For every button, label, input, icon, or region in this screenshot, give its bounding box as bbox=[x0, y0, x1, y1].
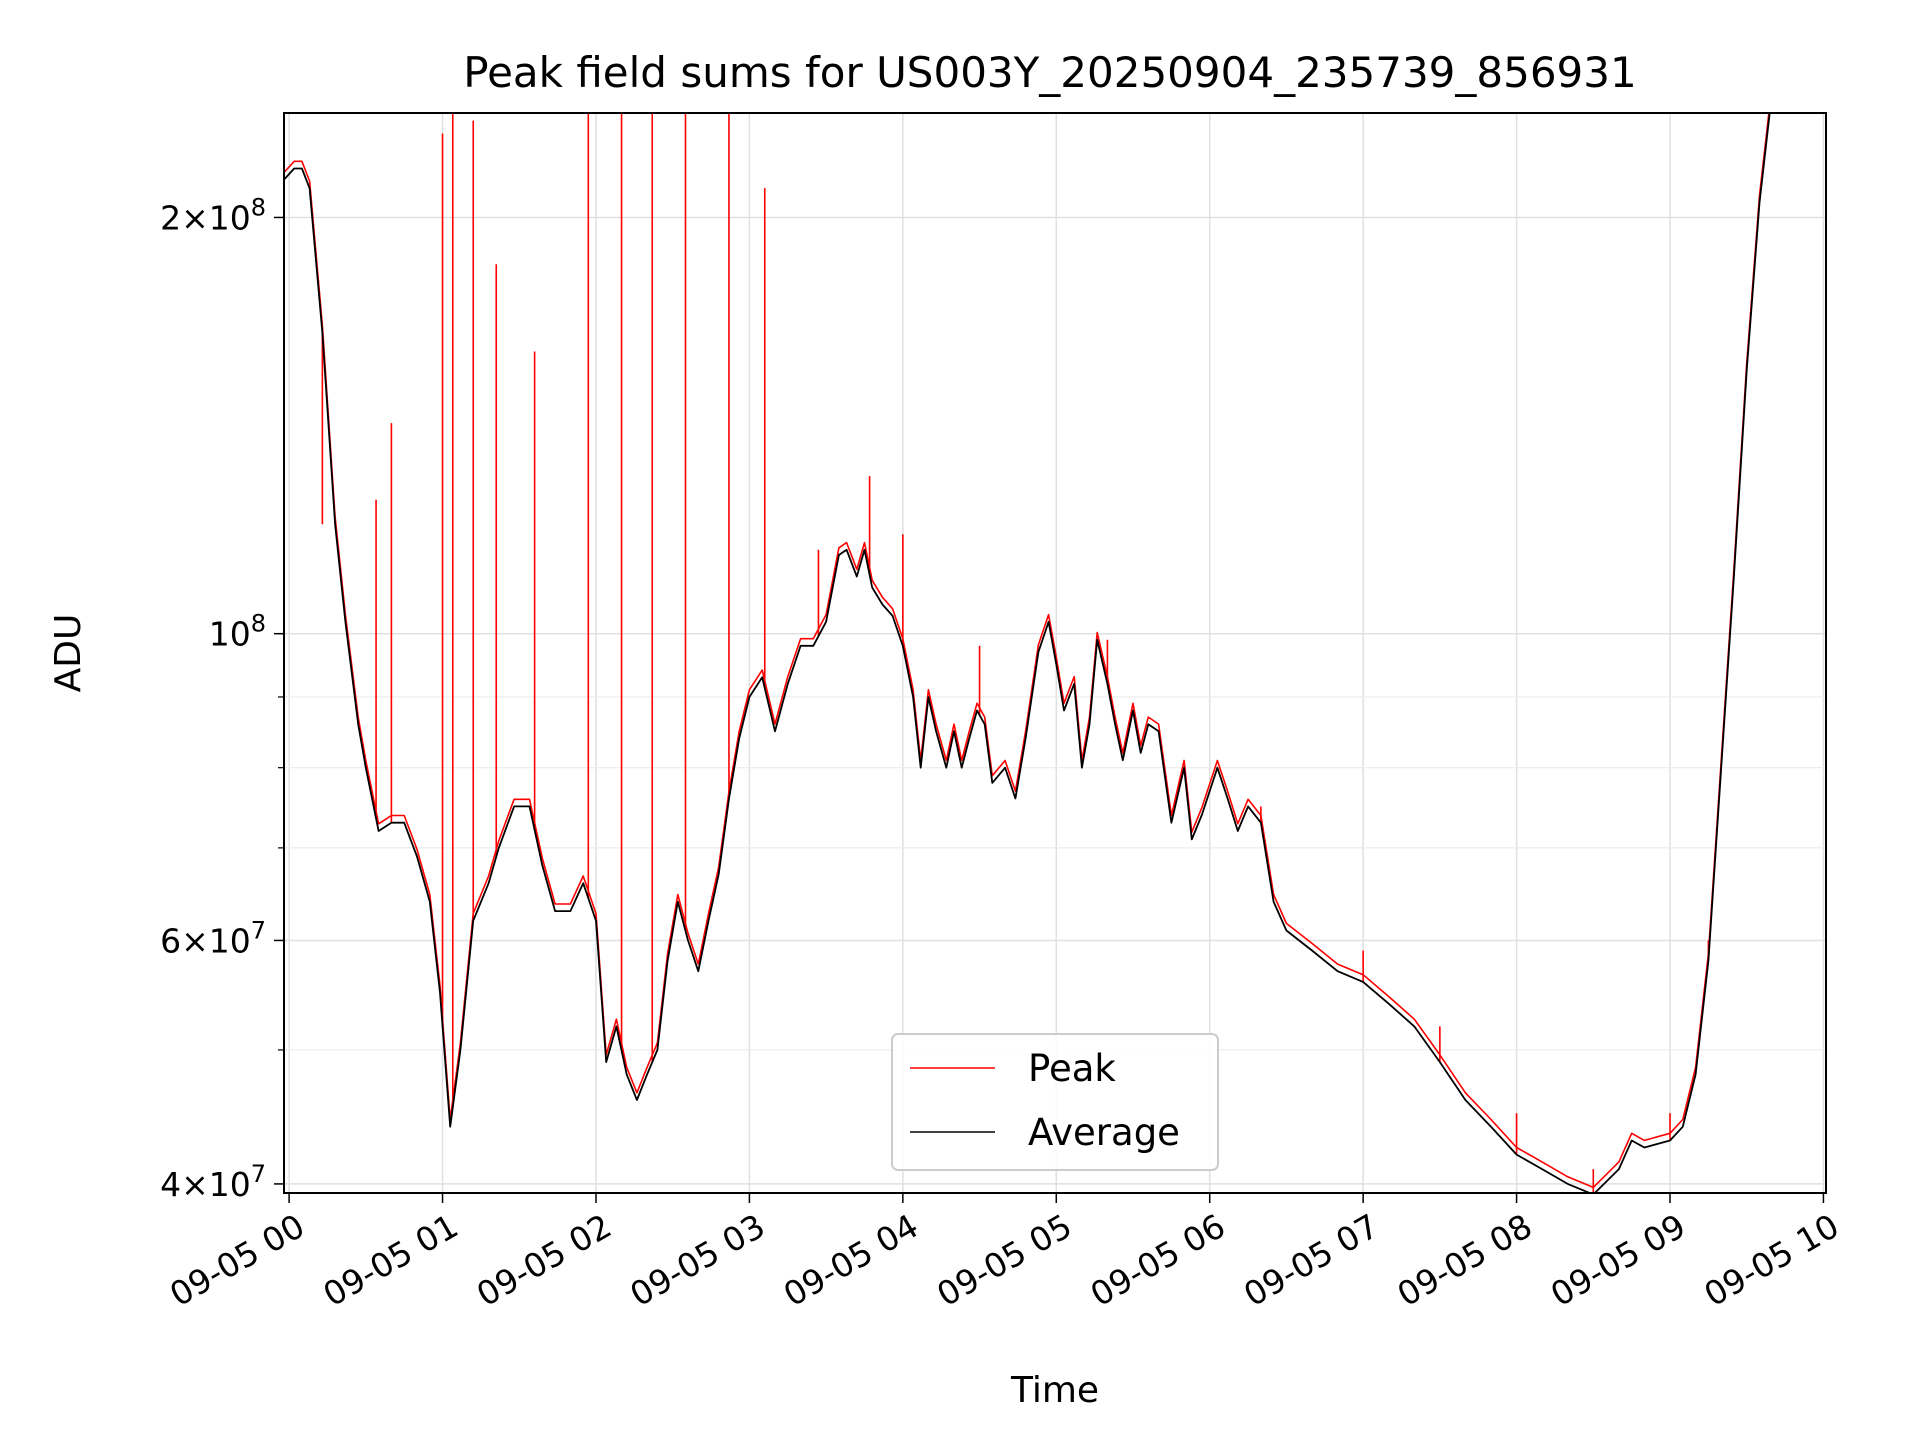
grid bbox=[284, 113, 1826, 1193]
x-axis-label: Time bbox=[1010, 1370, 1099, 1411]
y-axis: 4×107 6×107 108 2×108 bbox=[160, 193, 284, 1204]
legend: Peak Average bbox=[891, 1033, 1219, 1171]
plot-frame bbox=[283, 112, 1827, 1194]
series-average-line bbox=[284, 113, 1771, 1193]
y-tick-label: 4×107 bbox=[160, 1160, 266, 1204]
y-tick-label: 108 bbox=[209, 610, 266, 654]
y-tick-label: 6×107 bbox=[160, 916, 266, 960]
chart-title: Peak field sums for US003Y_20250904_2357… bbox=[463, 48, 1636, 97]
legend-peak-label: Peak bbox=[1028, 1047, 1116, 1090]
series-peak-line bbox=[284, 113, 1770, 1189]
y-axis-label: ADU bbox=[48, 614, 89, 693]
y-tick-label: 2×108 bbox=[160, 193, 266, 237]
legend-average-label: Average bbox=[1028, 1111, 1180, 1154]
series-layer bbox=[284, 113, 1771, 1193]
